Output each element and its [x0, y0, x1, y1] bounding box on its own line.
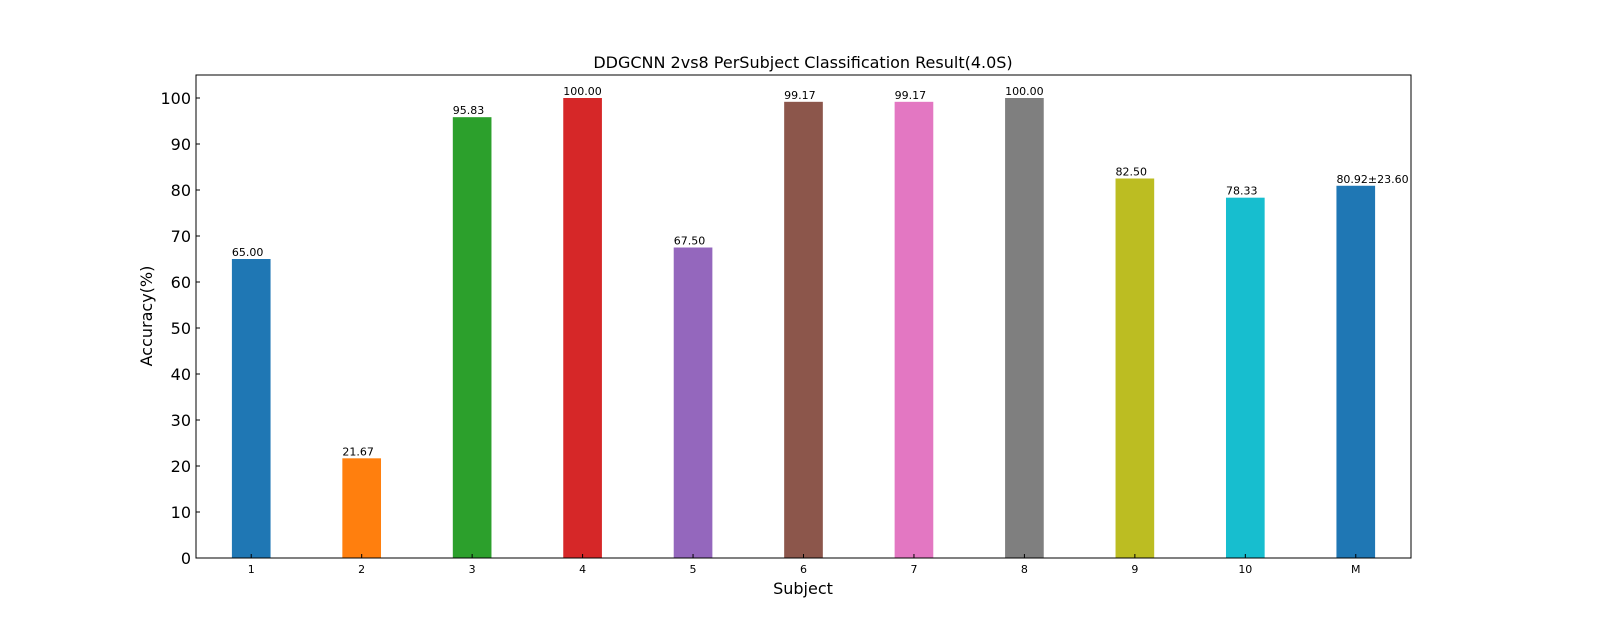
data-label: 82.50: [1116, 166, 1148, 179]
y-tick-label: 60: [171, 273, 191, 292]
y-tick-label: 0: [181, 549, 191, 568]
data-label: 95.83: [453, 104, 485, 117]
bar: [673, 247, 713, 558]
x-tick-label: 1: [248, 563, 255, 576]
data-label: 100.00: [1005, 85, 1044, 98]
x-tick-label: 10: [1238, 563, 1252, 576]
x-tick-label: 8: [1021, 563, 1028, 576]
x-tick-label: 4: [579, 563, 586, 576]
y-tick-label: 80: [171, 181, 191, 200]
bar: [342, 458, 382, 558]
bar: [231, 259, 271, 558]
chart-title: DDGCNN 2vs8 PerSubject Classification Re…: [593, 53, 1012, 72]
x-tick-label: 3: [469, 563, 476, 576]
data-label: 21.67: [342, 445, 374, 458]
data-label: 99.17: [784, 89, 816, 102]
x-tick-label: 2: [358, 563, 365, 576]
y-tick-label: 50: [171, 319, 191, 338]
bar: [1115, 178, 1155, 558]
x-tick-label: M: [1351, 563, 1361, 576]
x-axis-label: Subject: [773, 579, 833, 598]
y-tick-label: 30: [171, 411, 191, 430]
y-axis-label: Accuracy(%): [137, 266, 156, 367]
y-tick-label: 20: [171, 457, 191, 476]
bar: [563, 98, 602, 558]
x-tick-label: 7: [910, 563, 917, 576]
data-label: 78.33: [1226, 185, 1258, 198]
y-tick-label: 90: [171, 135, 191, 154]
axes-frame: [195, 74, 1412, 559]
y-tick-label: 40: [171, 365, 191, 384]
bar: [1005, 98, 1044, 558]
x-tick-label: 9: [1131, 563, 1138, 576]
data-label: 65.00: [232, 246, 263, 259]
data-label: 67.50: [674, 235, 706, 248]
bar: [1336, 185, 1376, 558]
y-tick-label: 70: [171, 227, 191, 246]
bar: [894, 101, 934, 559]
bar: [784, 101, 823, 559]
data-label: 99.17: [895, 89, 927, 102]
bar: [452, 117, 492, 558]
data-label: 80.92±23.60: [1336, 173, 1408, 186]
data-label: 100.00: [563, 85, 602, 98]
x-tick-label: 6: [800, 563, 807, 576]
y-tick-label: 100: [160, 89, 191, 108]
bar: [1225, 197, 1265, 558]
x-tick-label: 5: [690, 563, 697, 576]
plot-area: 0 10 20 30 40 50 60 70 80 90 100 1 65.00 2 21.67 3 95.83…: [160, 85, 1408, 576]
y-tick-label: 10: [171, 503, 191, 522]
